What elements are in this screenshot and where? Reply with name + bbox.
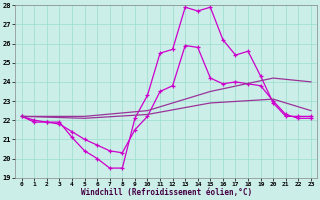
X-axis label: Windchill (Refroidissement éolien,°C): Windchill (Refroidissement éolien,°C)	[81, 188, 252, 197]
